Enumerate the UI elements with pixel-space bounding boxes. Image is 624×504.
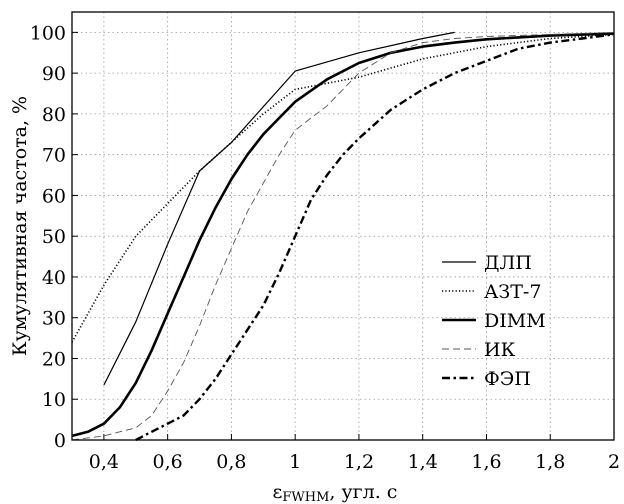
plot-frame	[71, 11, 615, 441]
x-tick-label: 0,6	[153, 451, 183, 473]
series-layer	[71, 31, 615, 442]
x-tick-label: 2	[608, 451, 620, 473]
y-tick-label: 40	[42, 267, 66, 289]
series-line-4	[135, 33, 615, 442]
legend-label: ДЛП	[484, 252, 532, 274]
series-line-2	[71, 32, 615, 438]
y-tick-label: 100	[30, 22, 66, 44]
x-axis-title-main: ε	[273, 481, 283, 503]
x-tick-label: 1,2	[344, 451, 374, 473]
y-tick-label: 20	[42, 348, 66, 370]
y-tick-label: 30	[42, 308, 66, 330]
legend-label: АЗТ-7	[484, 281, 541, 303]
y-tick-label: 90	[42, 63, 66, 85]
y-tick-label: 70	[42, 145, 66, 167]
y-tick-label: 50	[42, 226, 66, 248]
y-tick-label: 80	[42, 104, 66, 126]
y-tick-label: 60	[42, 185, 66, 207]
y-tick-label: 0	[54, 430, 66, 452]
series-line-3	[71, 31, 615, 441]
legend: ДЛП АЗТ-7 DIMM ИК ФЭП	[442, 252, 546, 390]
y-tick-label: 10	[42, 389, 66, 411]
legend-label: DIMM	[484, 310, 546, 332]
x-tick-label: 1,8	[535, 451, 565, 473]
x-tick-label: 1,6	[471, 451, 501, 473]
x-tick-label: 1,4	[408, 451, 438, 473]
x-axis-title-sub: FWHM	[282, 490, 329, 504]
x-tick-label: 1	[289, 451, 301, 473]
grid	[72, 12, 614, 440]
legend-label: ИК	[484, 339, 516, 361]
x-tick-label: 0,4	[89, 451, 119, 473]
series-line-0	[103, 31, 455, 386]
tick-labels: 0,4 0,6 0,8 1 1,2 1,4 1,6 1,8 201020304050607080…	[30, 22, 620, 473]
legend-label: ФЭП	[484, 368, 531, 390]
y-axis-title: Кумулятивная частота, %	[9, 96, 31, 356]
x-tick-label: 0,8	[216, 451, 246, 473]
x-axis-title: εFWHM, угл. с	[273, 481, 398, 504]
x-axis-title-rest: , угл. с	[329, 481, 397, 503]
